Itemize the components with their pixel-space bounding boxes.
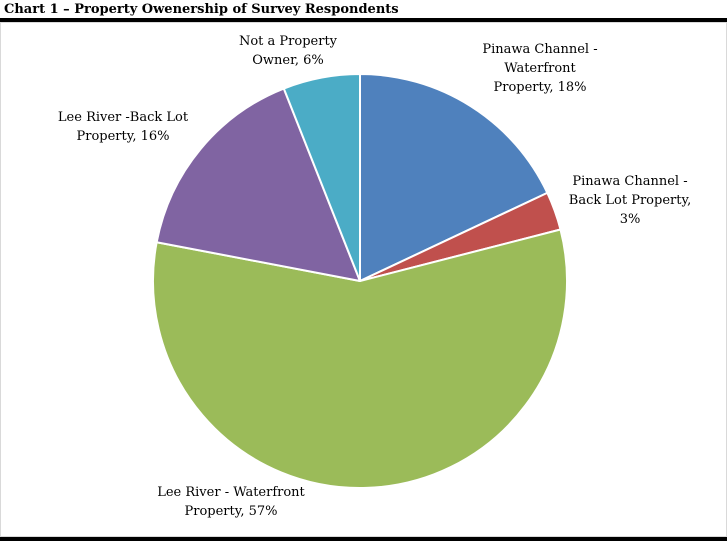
slice-label-line: Lee River -Back Lot [57,110,189,125]
slice-label: Lee River -Back Lot Property, 16% [58,108,188,146]
slice-label-line: Owner, 6% [252,53,324,68]
pie-slice [282,73,361,282]
chart-header: Chart 1 – Property Owenership of Survey … [0,0,727,22]
slice-label: Pinawa Channel - Back Lot Property, 3% [569,172,691,229]
pie-slice [152,228,568,489]
slice-label: Not a Property Owner, 6% [239,32,337,70]
slice-label-line: Property, 18% [493,80,587,95]
slice-label-line: Not a Property [238,34,338,49]
slice-label-line: Waterfront [504,61,576,76]
slice-label-line: Pinawa Channel - [482,42,598,57]
slice-label-line: Back Lot Property, [568,193,692,208]
slice-label-line: Property, 57% [184,504,278,519]
chart-title: Chart 1 – Property Owenership of Survey … [4,2,399,17]
bottom-rule [0,537,727,541]
slice-label-line: Lee River - Waterfront [157,485,305,500]
pie-slices [152,73,568,489]
slice-label-line: Pinawa Channel - [572,174,688,189]
slice-label-line: Property, 16% [76,129,170,144]
slice-label: Lee River - Waterfront Property, 57% [157,483,305,521]
pie-slice [155,87,361,282]
pie-slice [359,73,549,282]
slice-label-line: 3% [619,212,641,227]
slice-label: Pinawa Channel - Waterfront Property, 18% [482,40,597,97]
